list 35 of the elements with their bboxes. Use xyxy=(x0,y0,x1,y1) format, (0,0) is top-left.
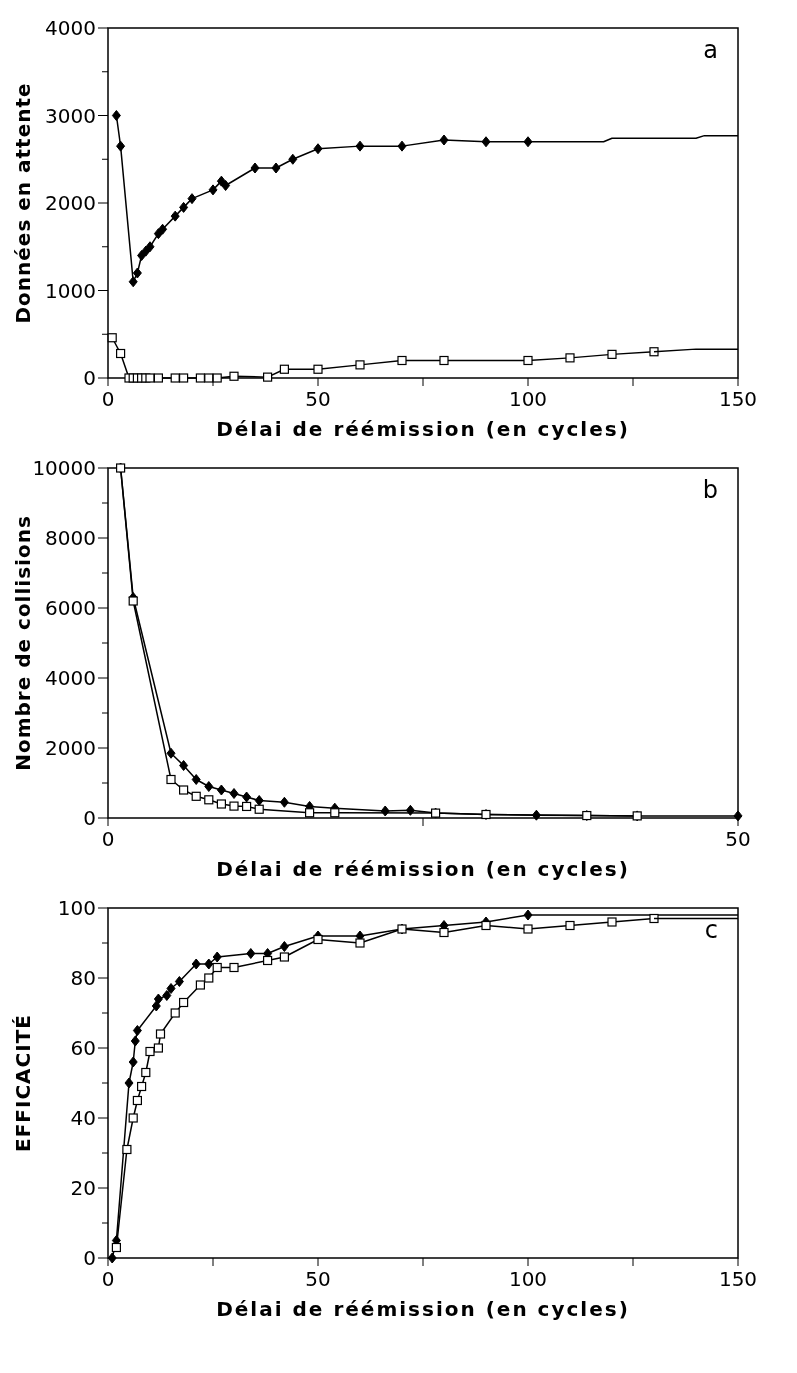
y-tick-label: 100 xyxy=(57,896,96,920)
y-tick-label: 4000 xyxy=(45,16,96,40)
x-axis-title: Délai de réémission (en cycles) xyxy=(216,1297,630,1321)
y-tick-label: 20 xyxy=(70,1176,96,1200)
y-tick-label: 60 xyxy=(70,1036,96,1060)
x-tick-label: 50 xyxy=(725,827,751,851)
y-tick-label: 1000 xyxy=(45,278,96,303)
x-tick-label: 0 xyxy=(101,1267,115,1291)
x-axis-title: Délai de réémission (en cycles) xyxy=(216,857,630,881)
x-tick-label: 50 xyxy=(305,1267,331,1291)
annotation: c xyxy=(704,916,718,944)
x-tick-label: 150 xyxy=(718,1267,758,1291)
y-axis-title: EFFICACITÉ xyxy=(11,1013,35,1153)
y-tick-label: 80 xyxy=(70,966,96,990)
y-axis-title: Nombre de collisions xyxy=(11,515,35,771)
x-tick-label: 100 xyxy=(508,387,548,411)
y-tick-label: 6000 xyxy=(45,596,96,620)
x-tick-label: 150 xyxy=(718,387,758,411)
x-tick-label: 100 xyxy=(508,1267,548,1291)
y-tick-label: 2000 xyxy=(45,191,96,215)
y-axis-title: Données en attente xyxy=(11,82,35,324)
annotation: a xyxy=(703,36,718,64)
y-tick-label: 2000 xyxy=(45,736,96,760)
y-tick-label: 8000 xyxy=(45,526,96,550)
y-tick-label: 4000 xyxy=(45,666,96,690)
annotation: b xyxy=(702,476,718,504)
y-tick-label: 0 xyxy=(83,806,96,830)
x-tick-label: 50 xyxy=(305,387,331,411)
x-axis-title: Délai de réémission (en cycles) xyxy=(216,417,630,441)
y-tick-label: 3000 xyxy=(45,103,96,128)
y-tick-label: 40 xyxy=(70,1106,96,1130)
x-tick-label: 0 xyxy=(101,387,115,411)
y-tick-label: 10000 xyxy=(32,456,96,480)
y-tick-label: 0 xyxy=(83,366,96,390)
y-tick-label: 0 xyxy=(83,1246,96,1270)
